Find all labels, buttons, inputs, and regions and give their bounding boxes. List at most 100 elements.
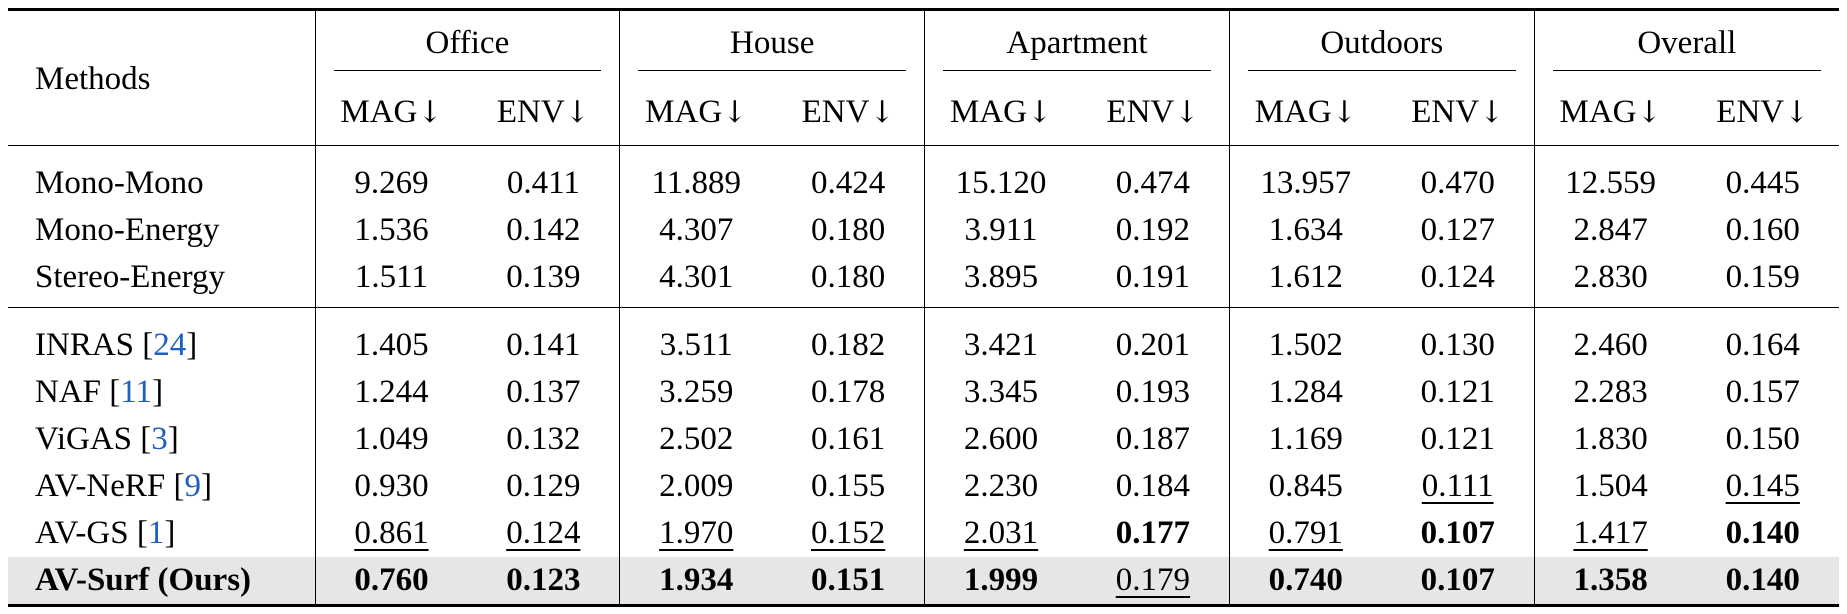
methods-header: Methods	[8, 9, 315, 146]
value-cell: 1.511	[314, 254, 468, 301]
value-cell: 0.124	[1420, 259, 1495, 295]
method-name: Mono-Mono	[35, 165, 204, 201]
value-cell: 3.345	[924, 369, 1077, 416]
value-cell: 15.120	[924, 160, 1077, 207]
method-section: INRAS [24] 1.405 0.141 3.511 0.182 3.421 0.201…	[8, 307, 1839, 606]
method-name: INRAS [24]	[35, 327, 198, 363]
value-cell: 0.141	[506, 327, 581, 363]
table-row: NAF [11] 1.244 0.137 3.259 0.178 3.345 0.193 1.…	[8, 369, 1839, 416]
value-cell: 0.760	[314, 557, 468, 606]
value-cell: 2.847	[1533, 207, 1687, 254]
value-cell: 0.123	[467, 557, 620, 606]
value-cell: 0.140	[1686, 557, 1839, 606]
value-cell: 0.107	[1420, 515, 1495, 551]
value-cell: 0.137	[506, 374, 581, 410]
value-cell: 0.180	[811, 259, 886, 295]
value-cell: 0.142	[506, 212, 581, 248]
metric-header: MAG↓	[619, 79, 773, 146]
value-cell: 1.504	[1533, 463, 1687, 510]
results-table-container: Methods Office House Apartment Outdoors …	[8, 8, 1839, 607]
value-cell: 0.124	[506, 515, 581, 551]
citation-link[interactable]: 1	[147, 515, 165, 551]
value-cell: 12.559	[1533, 160, 1687, 207]
value-cell: 1.830	[1533, 416, 1687, 463]
value-cell: 1.999	[924, 557, 1077, 606]
value-cell: 0.129	[506, 468, 581, 504]
value-cell: 0.157	[1725, 374, 1800, 410]
method-label: INRAS	[35, 327, 135, 363]
value-cell: 0.151	[772, 557, 925, 606]
group-header-office: Office	[314, 9, 620, 79]
value-cell: 1.417	[1533, 510, 1687, 557]
spacer-row	[8, 307, 1839, 322]
down-arrow-icon: ↓	[1026, 94, 1053, 130]
value-cell: 0.179	[1076, 557, 1230, 606]
group-header-house: House	[619, 9, 925, 79]
value-cell: 0.187	[1115, 421, 1191, 457]
value-cell: 0.182	[811, 327, 886, 363]
value-cell: 0.145	[1725, 468, 1800, 504]
value-cell: 0.159	[1725, 259, 1800, 295]
value-cell: 1.405	[314, 322, 468, 369]
table-row: Stereo-Energy 1.511 0.139 4.301 0.180 3.895 0.…	[8, 254, 1839, 301]
method-label: ViGAS	[35, 421, 133, 457]
value-cell: 0.107	[1381, 557, 1535, 606]
metric-header: ENV↓	[1686, 79, 1839, 146]
value-cell: 4.301	[619, 254, 773, 301]
value-cell: 0.161	[811, 421, 886, 457]
value-cell: 3.911	[924, 207, 1077, 254]
value-cell: 0.424	[811, 165, 886, 201]
citation-link[interactable]: 9	[184, 468, 201, 504]
value-cell: 1.049	[314, 416, 468, 463]
value-cell: 0.192	[1115, 212, 1191, 248]
value-cell: 1.284	[1228, 369, 1382, 416]
method-name: Stereo-Energy	[35, 259, 225, 295]
value-cell: 1.612	[1228, 254, 1382, 301]
value-cell: 0.845	[1228, 463, 1382, 510]
value-cell: 2.502	[619, 416, 773, 463]
metric-header: MAG↓	[1533, 79, 1687, 146]
citation-link[interactable]: 11	[120, 374, 153, 410]
value-cell: 0.111	[1421, 468, 1494, 504]
value-cell: 0.150	[1725, 421, 1800, 457]
value-cell: 0.470	[1420, 165, 1495, 201]
value-cell: 2.600	[924, 416, 1077, 463]
value-cell: 1.634	[1228, 207, 1382, 254]
table-row: AV-GS [1] 0.861 0.124 1.970 0.152 2.031 0.177 0…	[8, 510, 1839, 557]
value-cell: 1.244	[314, 369, 468, 416]
value-cell: 0.130	[1420, 327, 1495, 363]
value-cell: 1.970	[619, 510, 773, 557]
value-cell: 3.511	[619, 322, 773, 369]
table-row: Mono-Mono 9.269 0.411 11.889 0.424 15.120 0.47…	[8, 160, 1839, 207]
down-arrow-icon: ↓	[1479, 94, 1505, 130]
value-cell: 1.358	[1533, 557, 1687, 606]
method-name: AV-Surf (Ours)	[8, 557, 315, 606]
value-cell: 0.740	[1228, 557, 1382, 606]
method-name: ViGAS [3]	[35, 421, 179, 457]
value-cell: 0.180	[811, 212, 886, 248]
spacer-row	[8, 301, 1839, 308]
table-row: AV-NeRF [9] 0.930 0.129 2.009 0.155 2.230 0.18…	[8, 463, 1839, 510]
down-arrow-icon: ↓	[417, 94, 443, 130]
value-cell: 0.164	[1725, 327, 1800, 363]
value-cell: 0.140	[1725, 515, 1800, 551]
value-cell: 2.283	[1533, 369, 1687, 416]
value-cell: 2.009	[619, 463, 773, 510]
method-name: AV-NeRF [9]	[35, 468, 212, 504]
value-cell: 0.791	[1228, 510, 1382, 557]
group-header-overall: Overall	[1533, 9, 1839, 79]
citation-link[interactable]: 24	[153, 327, 187, 363]
value-cell: 0.178	[811, 374, 886, 410]
value-cell: 0.930	[314, 463, 468, 510]
method-label: AV-NeRF	[35, 468, 166, 504]
value-cell: 0.411	[506, 165, 580, 201]
group-header-outdoors: Outdoors	[1228, 9, 1535, 79]
method-name: NAF [11]	[35, 374, 164, 410]
value-cell: 0.184	[1115, 468, 1191, 504]
value-cell: 2.230	[924, 463, 1077, 510]
down-arrow-icon: ↓	[1784, 94, 1810, 130]
citation-link[interactable]: 3	[151, 421, 168, 457]
down-arrow-icon: ↓	[1174, 94, 1200, 130]
value-cell: 2.830	[1533, 254, 1687, 301]
metric-header: ENV↓	[467, 79, 620, 146]
